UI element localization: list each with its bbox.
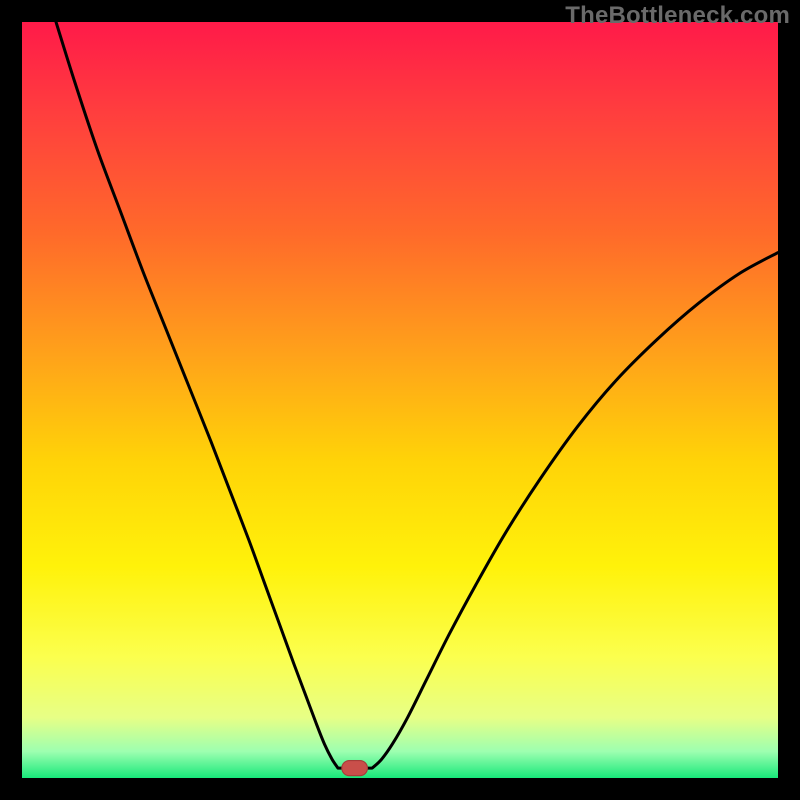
plot-background (22, 22, 778, 778)
bottleneck-chart (0, 0, 800, 800)
chart-stage: TheBottleneck.com (0, 0, 800, 800)
minimum-marker (342, 761, 368, 776)
watermark-label: TheBottleneck.com (565, 2, 790, 30)
